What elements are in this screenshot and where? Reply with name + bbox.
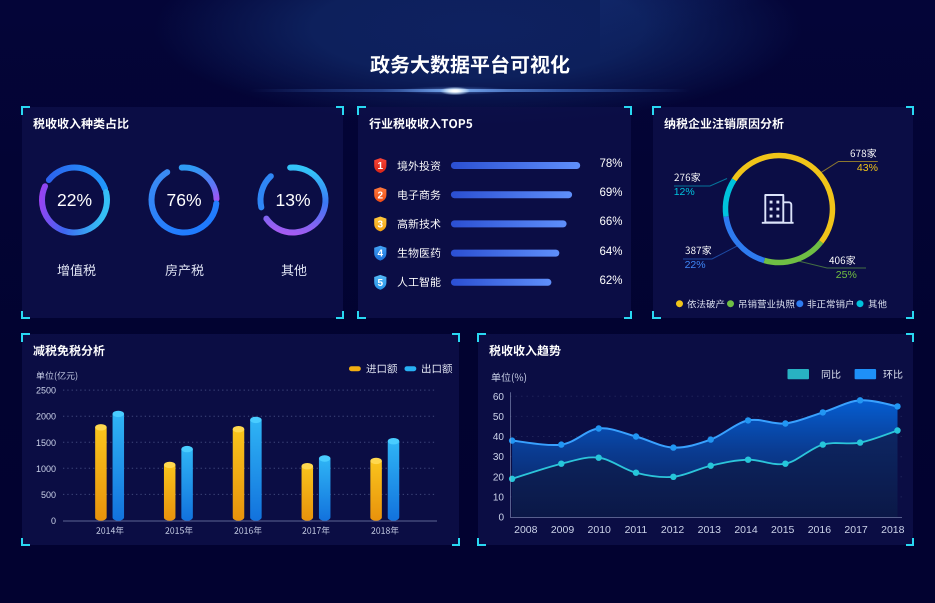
svg-text:2010: 2010 [588,524,612,536]
svg-text:10: 10 [493,492,505,503]
svg-text:20: 20 [493,472,505,483]
svg-text:2: 2 [378,190,384,201]
svg-text:500: 500 [41,490,56,500]
svg-text:2013: 2013 [698,524,722,536]
svg-text:2017: 2017 [844,524,868,536]
svg-text:5: 5 [378,278,384,289]
svg-text:2015: 2015 [771,524,795,536]
svg-text:2016: 2016 [808,524,832,536]
svg-text:30: 30 [493,452,505,463]
svg-text:2012: 2012 [661,524,685,536]
svg-text:2014: 2014 [734,524,758,536]
svg-text:0: 0 [51,516,56,526]
svg-text:2500: 2500 [36,386,56,396]
svg-text:0: 0 [498,513,504,524]
svg-text:2009: 2009 [551,524,575,536]
svg-text:1500: 1500 [36,438,56,448]
svg-text:60: 60 [493,392,505,403]
svg-text:2011: 2011 [625,524,648,536]
svg-text:2000: 2000 [36,412,56,422]
svg-text:4: 4 [378,249,384,260]
svg-text:50: 50 [493,412,505,423]
svg-text:1: 1 [378,161,384,172]
svg-text:1000: 1000 [36,464,56,474]
svg-text:40: 40 [493,432,505,443]
svg-text:3: 3 [378,220,384,231]
svg-text:2018: 2018 [881,524,905,536]
svg-text:2008: 2008 [514,524,538,536]
